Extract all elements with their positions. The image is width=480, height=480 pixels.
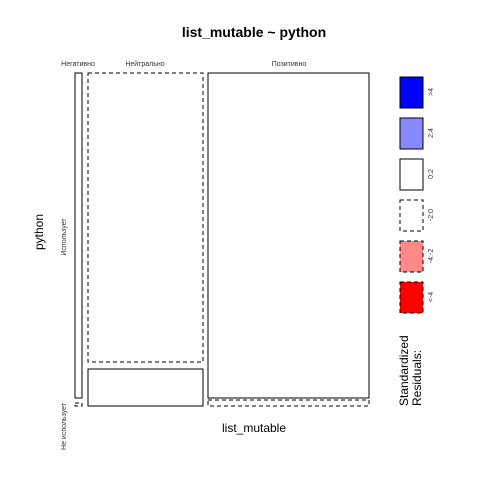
mosaic-cells <box>74 72 370 407</box>
cell-2-0 <box>207 72 370 399</box>
cell-1-0 <box>87 72 204 363</box>
cell-0-1 <box>74 402 83 407</box>
x-axis-label: list_mutable <box>222 421 286 435</box>
row-label-1: Не использует <box>61 402 68 450</box>
row-labels: Использует Не использует <box>61 218 68 450</box>
cell-0-0 <box>74 72 83 399</box>
legend-swatch-gt4 <box>399 76 424 109</box>
legend-swatch-ltm4 <box>399 281 424 314</box>
cell-1-1 <box>87 368 204 407</box>
column-label-1: Нейтрально <box>125 60 164 68</box>
column-labels: Негативно Нейтрально Позитивно <box>61 60 306 68</box>
column-label-2: Позитивно <box>272 61 307 68</box>
legend-label-2to4: 2:4 <box>428 128 435 138</box>
legend-swatch-m4tom2 <box>399 240 424 273</box>
legend-swatch-2to4 <box>399 117 424 150</box>
legend-label-0to2: 0:2 <box>428 169 435 179</box>
chart-title: list_mutable ~ python <box>182 24 326 40</box>
legend-label-m4tom2: -4:-2 <box>428 249 435 264</box>
legend-swatch-m2to0 <box>399 199 424 232</box>
cell-2-1 <box>207 399 370 407</box>
legend-swatch-0to2 <box>399 158 424 191</box>
y-axis-label: python <box>32 214 46 250</box>
row-label-0: Использует <box>61 218 68 256</box>
legend: >4 2:4 0:2 -2:0 -4:-2 <-4 Standardized Residual… <box>397 76 435 406</box>
legend-title-line-0: Standardized <box>397 335 411 406</box>
legend-label-gt4: >4 <box>428 88 435 96</box>
legend-title-line-1: Residuals: <box>410 350 424 406</box>
column-label-0: Негативно <box>61 61 95 68</box>
legend-label-ltm4: <-4 <box>428 292 435 302</box>
legend-label-m2to0: -2:0 <box>428 209 435 221</box>
